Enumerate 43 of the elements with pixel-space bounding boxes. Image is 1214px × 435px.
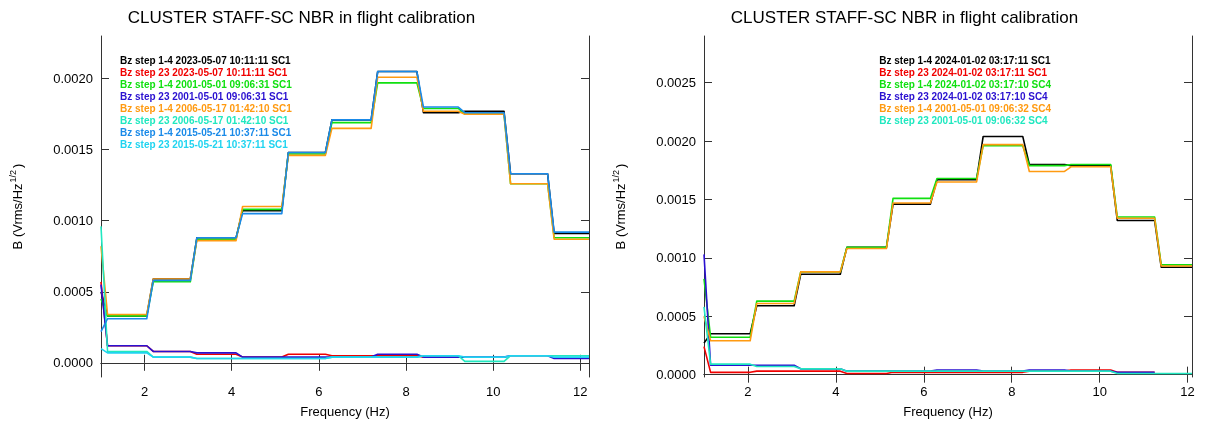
x-axis-title: Frequency (Hz): [903, 404, 993, 419]
y-tick-label: 0.0000: [53, 355, 93, 371]
y-axis-title: B (Vrms/Hz1/2): [7, 163, 25, 250]
text: Bz step 1-4 2001-05-01 09:06:31 SC1: [120, 78, 293, 90]
y-tick-label: 0.0015: [53, 142, 93, 158]
y-tick-label: 0.0005: [656, 308, 696, 324]
text: Bz step 1-4 2001-05-01 09:06:32 SC4: [879, 102, 1052, 114]
y-tick-label: 0.0005: [53, 284, 93, 300]
x-tick-label: 4: [228, 384, 236, 399]
y-tick-label: 0.0020: [656, 133, 696, 149]
y-tick-label: 0.0000: [656, 367, 696, 383]
x-tick-label: 12: [573, 384, 588, 399]
x-tick-label: 8: [1008, 384, 1016, 399]
text: Bz step 23 2024-01-02 03:17:11 SC1: [879, 66, 1048, 78]
text: Bz step 23 2015-05-21 10:37:11 SC1: [120, 138, 289, 150]
text: Bz step 1-4 2024-01-02 03:17:10 SC4: [879, 78, 1052, 90]
text: Bz step 23 2023-05-07 10:11:11 SC1: [120, 66, 288, 78]
y-tick-label: 0.0025: [656, 75, 696, 91]
x-axis-title: Frequency (Hz): [300, 404, 390, 419]
x-tick-label: 6: [920, 384, 928, 399]
text: Bz step 23 2001-05-01 09:06:31 SC1: [120, 90, 289, 102]
x-tick-label: 10: [1092, 384, 1107, 399]
x-tick-label: 12: [1180, 384, 1195, 399]
text: Bz step 1-4 2024-01-02 03:17:11 SC1: [879, 54, 1051, 66]
x-tick-label: 2: [744, 384, 752, 399]
chart-title: CLUSTER STAFF-SC NBR in flight calibration: [127, 8, 476, 27]
series-label: Bz step 1-4 2015-05-21 10:37:11 SC1: [120, 126, 292, 138]
y-tick-label: 0.0010: [656, 250, 696, 266]
text: Bz step 23 2006-05-17 01:42:10 SC1: [120, 114, 289, 126]
x-tick-label: 2: [140, 384, 149, 399]
y-tick-label: 0.0015: [656, 191, 696, 207]
x-tick-label: 4: [832, 384, 840, 399]
text: Bz step 1-4 2023-05-07 10:11:11 SC1: [120, 54, 292, 66]
text: Bz step 23 2024-01-02 03:17:10 SC4: [879, 90, 1049, 102]
y-axis-title: B (Vrms/Hz1/2): [610, 163, 628, 250]
y-tick-label: 0.0010: [53, 213, 93, 229]
x-tick-label: 10: [485, 384, 501, 399]
text: Bz step 23 2001-05-01 09:06:32 SC4: [879, 114, 1049, 126]
text: Bz step 1-4 2006-05-17 01:42:10 SC1: [120, 102, 293, 114]
y-tick-label: 0.0020: [53, 71, 93, 87]
chart-title: CLUSTER STAFF-SC NBR in flight calibration: [730, 8, 1079, 27]
x-tick-label: 8: [402, 384, 410, 399]
x-tick-label: 6: [315, 384, 323, 399]
